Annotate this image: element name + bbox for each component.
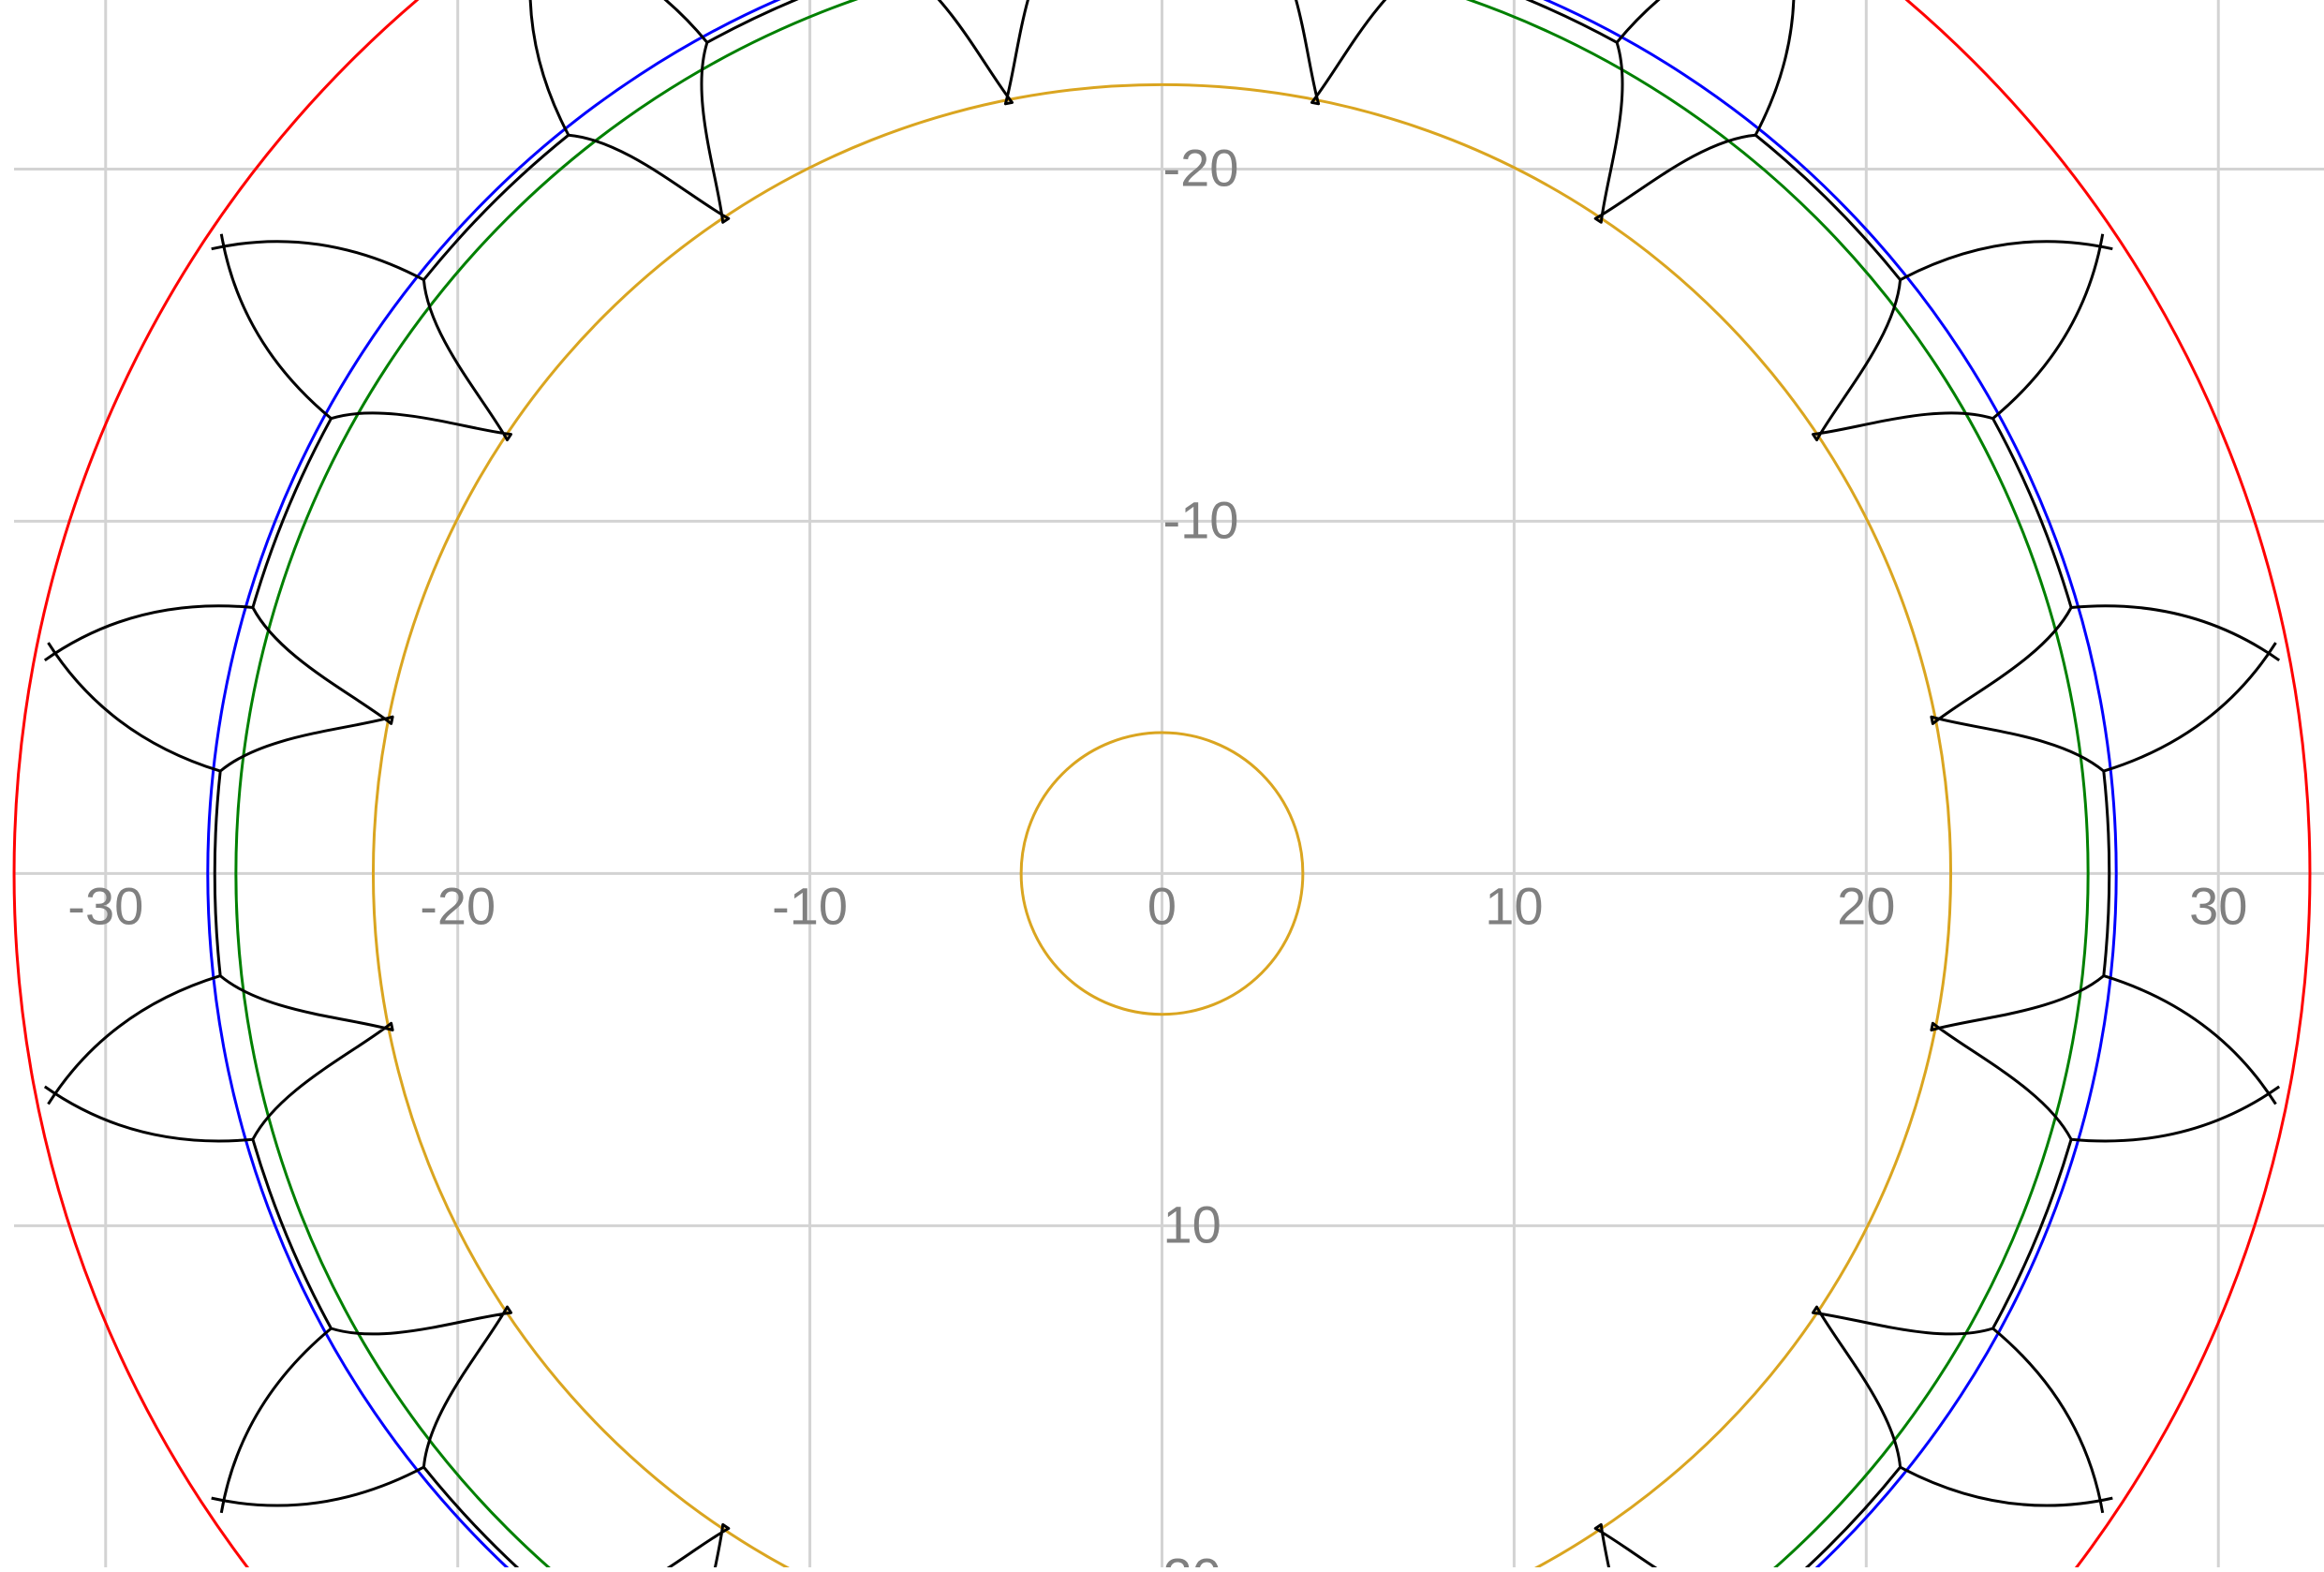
- gear-spoke-line: [219, 233, 333, 420]
- gear-spoke-line: [2070, 604, 2281, 662]
- gear-spoke-line: [1991, 233, 2105, 420]
- tip-circle: [206, 0, 2118, 1572]
- x-tick-label: 20: [1837, 876, 1895, 935]
- gear-spoke-line: [1899, 240, 2113, 282]
- x-tick-label: -20: [420, 876, 496, 935]
- gear-spoke-line: [2070, 1085, 2281, 1143]
- gear-spoke-line: [2103, 974, 2277, 1105]
- gear-spoke-line: [1991, 1327, 2105, 1514]
- x-tick-label: 0: [1147, 876, 1177, 935]
- y-tick-label: -10: [1163, 490, 1239, 549]
- y-tick-label: 10: [1163, 1194, 1221, 1253]
- gear-spoke-line: [43, 604, 254, 662]
- gear-spoke-line: [2103, 642, 2277, 773]
- gear-spoke-line: [1899, 1465, 2113, 1507]
- gear-spoke-line: [1615, 0, 1661, 44]
- x-tick-label: 30: [2189, 876, 2247, 935]
- tick-labels: -30 -20 -10 0 10 20 30 -20 -10 10 20: [67, 138, 2247, 1572]
- x-tick-label: -10: [772, 876, 848, 935]
- outer-circle: [12, 0, 2312, 1572]
- reference-circles: [12, 0, 2312, 1572]
- gear-spoke-line: [211, 1465, 425, 1507]
- bore-circle: [1019, 731, 1305, 1016]
- y-tick-label: 20: [1163, 1547, 1221, 1567]
- root-circle: [372, 83, 1952, 1572]
- x-tick-label: 10: [1485, 876, 1543, 935]
- grid-lines: [14, 0, 2324, 1567]
- gear-spoke-line: [47, 642, 221, 773]
- gear-outline: [43, 0, 2281, 1572]
- gear-spoke-line: [663, 0, 709, 44]
- gear-spoke-line: [219, 1327, 333, 1514]
- gear-spoke-line: [211, 240, 425, 282]
- x-tick-label: -30: [67, 876, 143, 935]
- pitch-circle: [234, 0, 2090, 1572]
- gear-spoke-line: [528, 0, 570, 136]
- gear-spoke-line: [1754, 0, 1796, 136]
- gear-spoke-line: [47, 974, 221, 1105]
- y-tick-label: -20: [1163, 138, 1239, 197]
- gear-spoke-line: [43, 1085, 254, 1143]
